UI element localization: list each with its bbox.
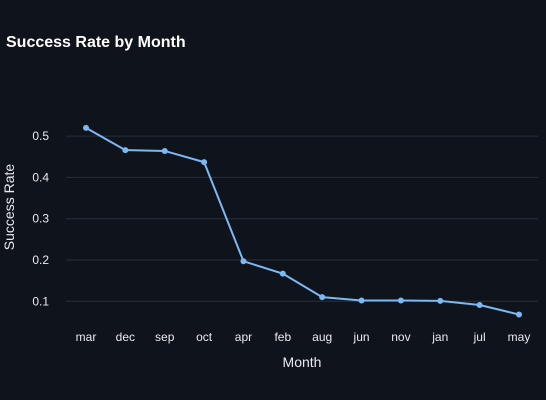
- data-point-jul[interactable]: [476, 302, 483, 309]
- data-point-sep[interactable]: [161, 147, 168, 154]
- y-tick-label: 0.4: [32, 170, 49, 184]
- y-tick-labels: 0.1 0.2 0.3 0.4 0.5: [32, 129, 49, 308]
- data-point-jan[interactable]: [437, 297, 444, 304]
- data-point-apr[interactable]: [240, 258, 247, 265]
- x-tick-label: oct: [196, 330, 213, 344]
- x-tick-label: dec: [116, 330, 135, 344]
- y-tick-label: 0.5: [32, 129, 49, 143]
- x-tick-labels: mar dec sep oct apr feb aug jun nov jan jul may: [76, 330, 531, 344]
- x-tick-label: jan: [431, 330, 448, 344]
- x-tick-label: sep: [155, 330, 175, 344]
- series-line: [85, 126, 520, 316]
- data-point-nov[interactable]: [397, 297, 404, 304]
- data-point-dec[interactable]: [122, 147, 129, 154]
- y-tick-label: 0.2: [32, 253, 49, 267]
- y-tick-label: 0.3: [32, 212, 49, 226]
- x-tick-label: may: [508, 330, 531, 344]
- y-tick-label: 0.1: [32, 294, 49, 308]
- x-tick-label: nov: [391, 330, 410, 344]
- x-axis-title: Month: [283, 354, 322, 370]
- x-tick-label: feb: [274, 330, 291, 344]
- data-point-feb[interactable]: [279, 270, 286, 277]
- data-point-mar[interactable]: [83, 124, 89, 131]
- data-point-oct[interactable]: [201, 159, 208, 166]
- data-point-may[interactable]: [516, 311, 522, 318]
- x-tick-label: jul: [473, 330, 486, 344]
- x-tick-label: mar: [76, 330, 97, 344]
- x-tick-label: jun: [353, 330, 370, 344]
- series-points: [83, 124, 522, 318]
- grid-lines: [66, 135, 538, 302]
- y-axis-title: Success Rate: [1, 164, 17, 251]
- chart-title: Success Rate by Month: [6, 34, 186, 51]
- x-tick-label: aug: [312, 330, 332, 344]
- data-point-jun[interactable]: [358, 297, 365, 304]
- data-point-aug[interactable]: [319, 294, 326, 301]
- x-tick-label: apr: [235, 330, 252, 344]
